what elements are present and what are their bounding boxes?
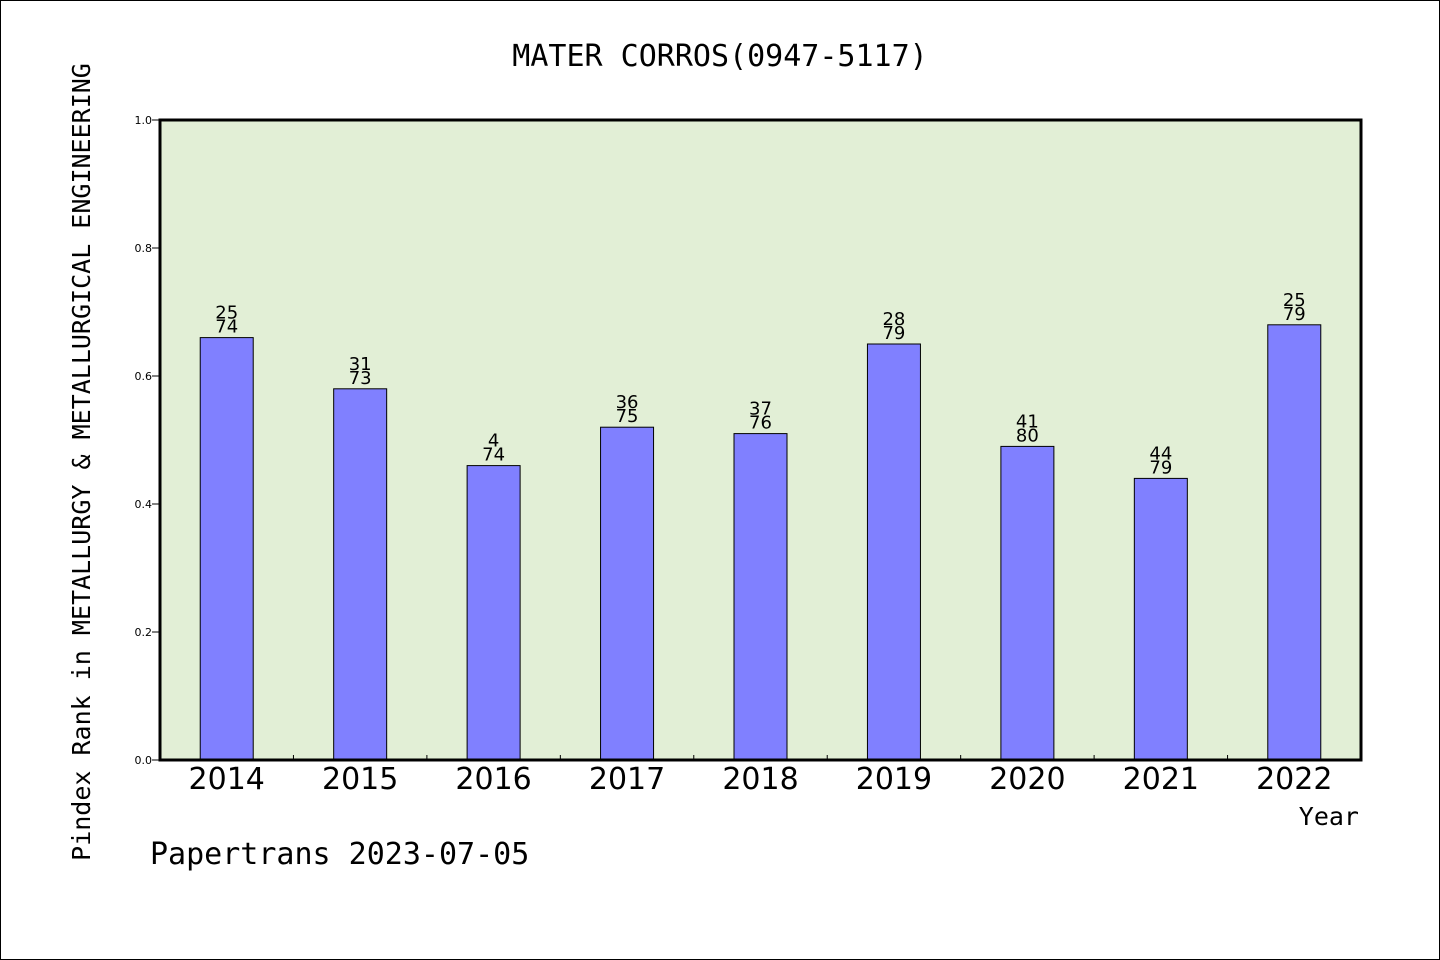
bar-rank-label: 44	[1149, 443, 1172, 464]
y-tick-label: 0.0	[135, 754, 153, 767]
bar-total-label: 79	[1149, 457, 1172, 478]
bar-rank-label: 25	[1283, 290, 1306, 311]
x-axis-label: Year	[1299, 802, 1359, 831]
bar-series	[199, 324, 1322, 761]
x-tick-label: 2019	[856, 762, 932, 797]
bar	[1000, 445, 1055, 761]
bar	[333, 388, 388, 761]
bar-rank-label: 25	[215, 303, 238, 324]
y-tick-label: 1.0	[135, 114, 153, 127]
bar-rank-label: 37	[749, 399, 772, 420]
y-tick-label: 0.6	[135, 370, 153, 383]
bar-total-label: 79	[1283, 304, 1306, 325]
bar-rank-label: 31	[349, 354, 372, 375]
bar	[733, 433, 788, 761]
bar-rank-label: 41	[1016, 411, 1039, 432]
bar-total-label: 73	[349, 368, 372, 389]
bar	[866, 343, 921, 761]
x-tick-label: 2018	[722, 762, 798, 797]
bar-total-label: 79	[882, 323, 905, 344]
bar-rank-label: 36	[616, 392, 639, 413]
chart-title: MATER CORROS(0947-5117)	[512, 39, 927, 74]
bar	[466, 465, 521, 761]
x-tick-label: 2015	[322, 762, 398, 797]
bar-total-label: 74	[482, 445, 505, 466]
bar	[1267, 324, 1322, 761]
plot-border	[158, 118, 1363, 762]
x-tick-label: 2017	[589, 762, 665, 797]
bar-rank-label: 28	[882, 309, 905, 330]
x-tick-label: 2020	[989, 762, 1065, 797]
bar-rank-label: 4	[488, 431, 499, 452]
x-tick-label: 2022	[1256, 762, 1332, 797]
x-tick-label: 2014	[189, 762, 265, 797]
bar-total-label: 74	[215, 317, 238, 338]
footer-credit: Papertrans 2023-07-05	[150, 837, 529, 872]
x-tick-label: 2021	[1123, 762, 1199, 797]
bar	[600, 426, 655, 761]
y-tick-label: 0.2	[135, 626, 153, 639]
y-tick-label: 0.8	[135, 242, 153, 255]
bar-total-label: 80	[1016, 425, 1039, 446]
y-tick-label: 0.4	[135, 498, 153, 511]
x-tick-label: 2016	[455, 762, 531, 797]
y-axis-label: Pindex Rank in METALLURGY & METALLURGICA…	[67, 63, 96, 861]
bar-total-label: 75	[616, 406, 639, 427]
x-axis: 2014 2015 2016 2017 2018 2019 2020 2021 2022	[189, 755, 1332, 797]
y-axis: 0.0 0.2 0.4 0.6 0.8 1.0	[135, 114, 160, 767]
bar	[1133, 477, 1188, 761]
bar	[199, 337, 254, 761]
bar-total-label: 76	[749, 413, 772, 434]
